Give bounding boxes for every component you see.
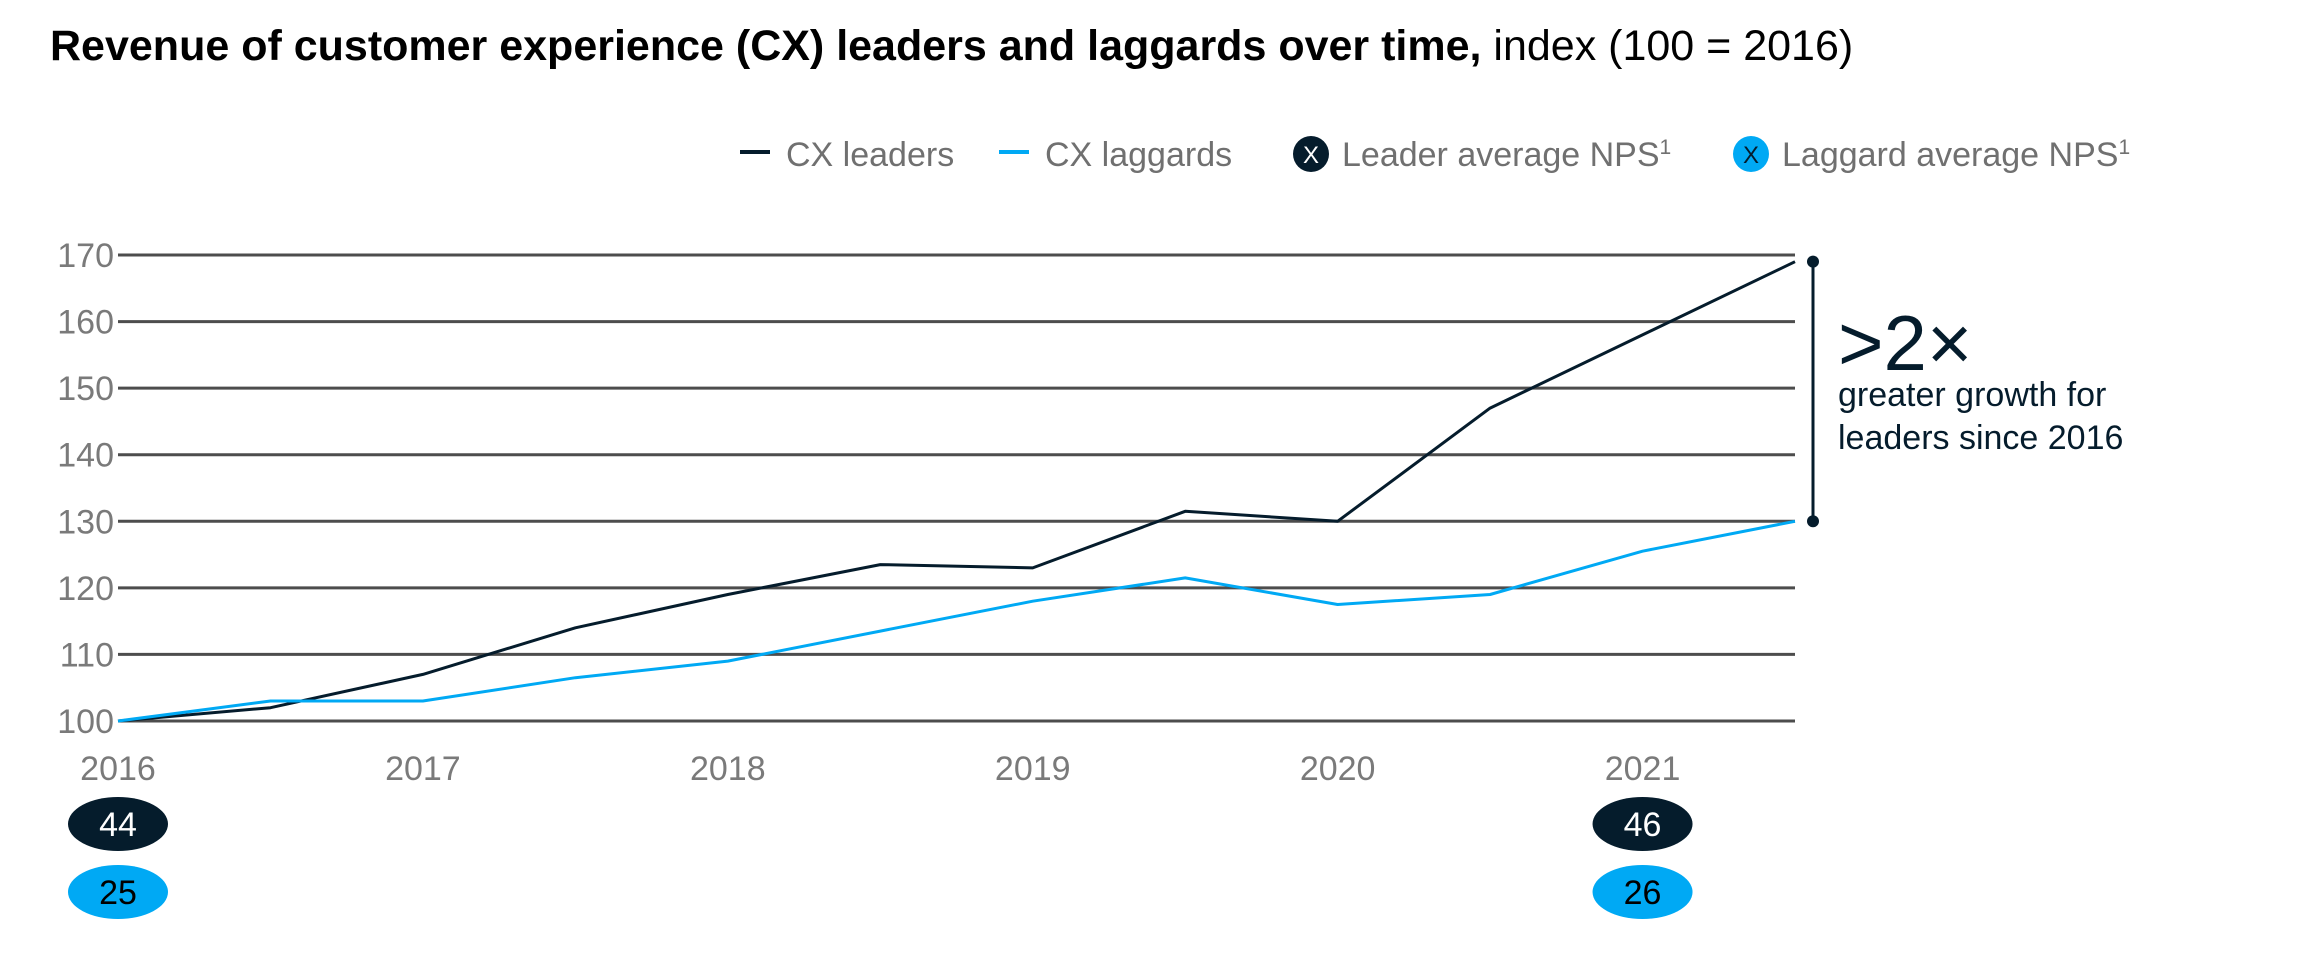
legend-item-2: X Leader average NPS1 — [1293, 136, 1671, 174]
gridlines — [118, 253, 1795, 723]
growth-annotation: >2× greater growth for leaders since 201… — [1838, 299, 2123, 457]
x-tick-label: 2019 — [995, 750, 1071, 788]
nps-badge-laggards-value: 26 — [1624, 874, 1662, 912]
chart-title: Revenue of customer experience (CX) lead… — [50, 22, 1853, 71]
y-tick-label: 150 — [57, 370, 114, 408]
y-tick-label: 120 — [57, 570, 114, 608]
y-tick-label: 160 — [57, 304, 114, 342]
y-tick-label: 100 — [57, 703, 114, 741]
x-axis: 2016 2017 2018 2019 2020 2021 — [80, 750, 1680, 788]
bracket-bottom-dot — [1807, 515, 1819, 528]
legend-label: CX laggards — [1045, 136, 1232, 174]
y-tick-label: 130 — [57, 503, 114, 541]
x-tick-label: 2021 — [1605, 750, 1681, 788]
legend-marker-icon — [1293, 136, 1329, 172]
x-tick-label: 2018 — [690, 750, 766, 788]
chart-title-subtitle: index (100 = 2016) — [1481, 22, 1854, 70]
legend-label-superscript: 1 — [1660, 136, 1672, 159]
nps-badge-laggards-value: 25 — [99, 874, 137, 912]
legend-item-1: CX laggards — [999, 136, 1232, 174]
y-axis: 100 110 120 130 140 150 160 170 — [57, 237, 114, 741]
y-tick-label: 170 — [57, 237, 114, 275]
series-lines — [117, 260, 1796, 723]
nps-badge-laggards-2016 — [68, 865, 168, 919]
bracket-top-dot — [1807, 255, 1819, 268]
nps-badges: 44 25 46 26 — [68, 797, 1693, 919]
annotation-line-1: greater growth for — [1838, 376, 2106, 414]
y-tick-label: 140 — [57, 437, 114, 475]
nps-badge-leaders-value: 44 — [99, 806, 137, 844]
series-line-laggards — [117, 519, 1796, 723]
nps-badge-leaders-2016 — [68, 797, 168, 851]
growth-bracket — [1807, 255, 1819, 528]
nps-badge-leaders-value: 46 — [1624, 806, 1662, 844]
legend-marker-text: X — [1743, 142, 1759, 169]
x-tick-label: 2017 — [385, 750, 461, 788]
legend-label: CX leaders — [786, 136, 954, 174]
x-tick-label: 2020 — [1300, 750, 1376, 788]
legend-label-superscript: 1 — [2118, 136, 2130, 159]
legend-item-0: CX leaders — [740, 136, 954, 174]
annotation-multiplier: >2× — [1838, 299, 1972, 387]
legend-label: Laggard average NPS1 — [1782, 136, 2130, 174]
chart-title-bold: Revenue of customer experience (CX) lead… — [50, 22, 1482, 70]
series-line-leaders — [117, 260, 1796, 723]
x-tick-label: 2016 — [80, 750, 156, 788]
y-tick-label: 110 — [60, 636, 114, 674]
legend-marker-text: X — [1303, 142, 1319, 169]
nps-badge-laggards-2021 — [1592, 865, 1693, 919]
legend: CX leaders CX laggards X Leader average NPS… — [740, 136, 2130, 174]
annotation-line-2: leaders since 2016 — [1838, 419, 2123, 457]
nps-badge-leaders-2021 — [1592, 797, 1693, 851]
legend-marker-icon — [1733, 136, 1769, 172]
legend-label: Leader average NPS1 — [1342, 136, 1671, 174]
legend-item-3: X Laggard average NPS1 — [1733, 136, 2130, 174]
